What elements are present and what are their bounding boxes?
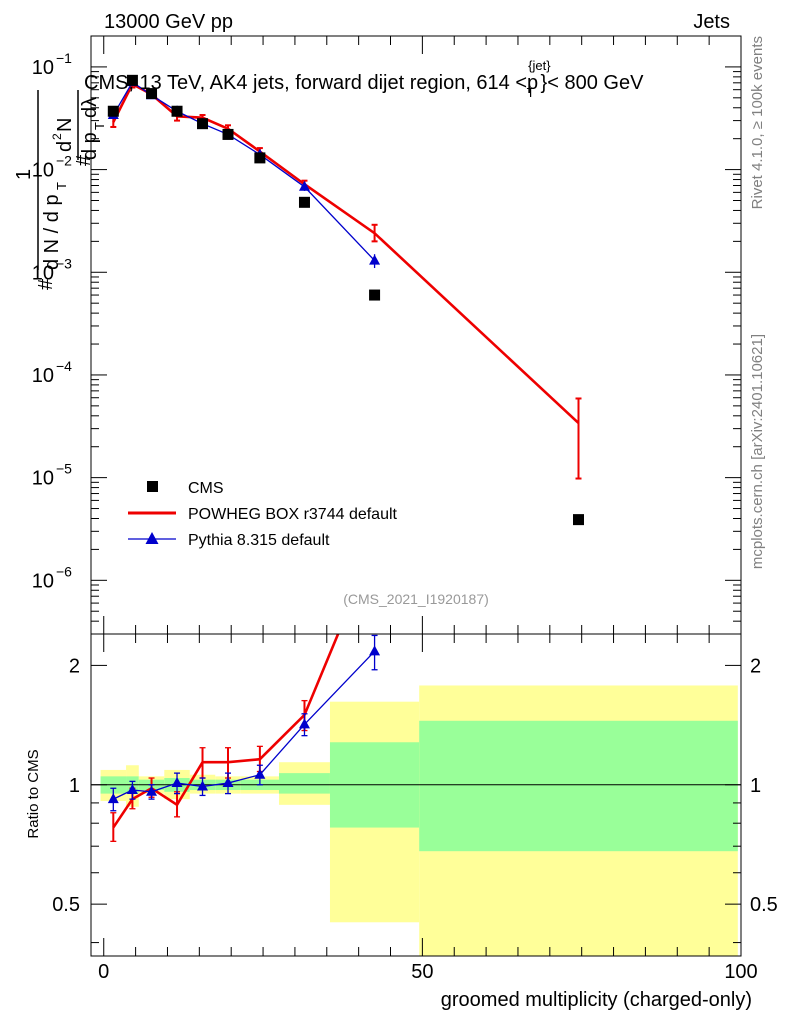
main-y-axis: 10−610−510−410−310−210−1	[32, 35, 741, 635]
ratio-ytick-label-right-2: 2	[750, 655, 761, 677]
pythia-main-point-8	[369, 254, 381, 265]
main-ytick-label-2: 10	[32, 365, 54, 387]
header-left: 13000 GeV pp	[104, 11, 233, 33]
pythia-ratio-point-4	[197, 780, 209, 791]
ylabel-hash1: #	[35, 278, 57, 290]
pythia-ratio-point-7	[298, 718, 310, 729]
ratio-panel: 0.5 0.5 1 1 2 2 0 50 100 Ratio to CMS groomed m…	[25, 36, 778, 1011]
x-axis: 0 50 100	[98, 36, 758, 983]
powheg-main-line	[112, 82, 580, 425]
pythia-main-line	[112, 81, 376, 262]
ylabel-d2n-n: N	[54, 118, 76, 132]
main-ytick-label-4: 10	[32, 160, 54, 182]
plot-title: CMS, 13 TeV, AK4 jets, forward dijet reg…	[84, 58, 644, 100]
cms-point-3	[171, 105, 183, 117]
main-ytick-exp-1: −5	[56, 461, 72, 477]
main-panel: 10−610−510−410−310−210−1 CMS, 13 TeV, AK…	[13, 35, 742, 635]
ylabel-den: d N / d p	[41, 194, 63, 270]
pythia-ratio-point-3	[171, 777, 183, 788]
legend-item-cms: CMS	[147, 480, 224, 497]
pythia-ratio-point-8	[369, 645, 381, 656]
main-plot-area	[107, 74, 584, 526]
ratio-clip-group	[91, 634, 741, 956]
main-ytick-exp-2: −4	[56, 358, 72, 374]
ylabel-dpt: d p	[79, 132, 101, 160]
ratio-ytick-label-left-0: 0.5	[52, 894, 80, 916]
ylabel-num: 1	[13, 169, 35, 180]
main-ytick-label-5: 10	[32, 57, 54, 79]
header-right: Jets	[693, 11, 730, 33]
main-ytick-exp-5: −1	[56, 50, 72, 66]
legend-label-cms: CMS	[188, 480, 224, 497]
ratio-plot-area	[91, 634, 741, 956]
main-y-label: 1 d N / d p T d 2 N d p T dλ # #	[13, 90, 107, 290]
ratio-ytick-label-right-0: 0.5	[750, 894, 778, 916]
ylabel-dlambda: dλ	[79, 97, 101, 118]
ratio-y-axis: 0.5 0.5 1 1 2 2	[52, 655, 778, 944]
legend-marker-cms	[147, 481, 158, 492]
title-sup: {jet}	[528, 58, 551, 73]
pythia-ratio-point-1	[126, 784, 138, 795]
cms-point-4	[197, 118, 209, 130]
x-axis-label: groomed multiplicity (charged-only)	[441, 989, 752, 1011]
cms-point-8	[369, 289, 381, 301]
cms-point-7	[298, 196, 310, 208]
cms-point-1	[126, 74, 138, 86]
xtick-label-0: 0	[98, 961, 109, 983]
cms-point-6	[254, 152, 266, 164]
title-sub: T	[527, 85, 535, 100]
title-tail: }< 800 GeV	[541, 72, 645, 94]
main-ytick-exp-3: −3	[56, 255, 72, 271]
ratio-y-label: Ratio to CMS	[25, 749, 42, 838]
ylabel-dpt-sub: T	[92, 122, 107, 130]
ratio-ytick-label-right-1: 1	[750, 775, 761, 797]
pythia-ratio-point-2	[146, 785, 158, 796]
ratio-ytick-label-left-2: 2	[69, 655, 80, 677]
main-ytick-exp-0: −6	[56, 563, 72, 579]
mcplots-label: mcplots.cern.ch [arXiv:2401.10621]	[749, 334, 766, 569]
main-ytick-label-0: 10	[32, 570, 54, 592]
svg-text:CMS, 13 TeV, AK4 jets, forward: CMS, 13 TeV, AK4 jets, forward dijet reg…	[84, 58, 644, 100]
rivet-label: Rivet 4.1.0, ≥ 100k events	[749, 36, 766, 209]
ratio-frame	[90, 633, 742, 957]
cms-point-5	[222, 128, 234, 140]
cms-point-0	[107, 105, 119, 117]
pythia-main-point-7	[298, 180, 310, 191]
band-stat-9	[419, 720, 738, 852]
legend-marker-pythia	[145, 532, 159, 544]
legend-item-powheg: POWHEG BOX r3744 default	[128, 506, 398, 523]
ylabel-hash2: #	[73, 154, 95, 166]
main-clip-group	[107, 74, 584, 526]
ylabel-den-sub: T	[54, 182, 69, 190]
legend-label-powheg: POWHEG BOX r3744 default	[188, 506, 398, 523]
main-ytick-label-1: 10	[32, 468, 54, 490]
xtick-label-1: 50	[411, 961, 433, 983]
legend-item-pythia: Pythia 8.315 default	[128, 532, 330, 549]
title-text: CMS, 13 TeV, AK4 jets, forward dijet reg…	[84, 72, 538, 94]
pythia-ratio-point-5	[222, 777, 234, 788]
band-stat-7	[278, 773, 330, 794]
powheg-ratio-line	[112, 634, 340, 829]
legend: CMS POWHEG BOX r3744 default Pythia 8.31…	[128, 480, 398, 549]
ylabel-d2n-sup: 2	[50, 133, 64, 140]
cms-point-2	[146, 88, 158, 100]
ylabel-d2n: d	[54, 141, 76, 152]
ratio-ytick-label-left-1: 1	[69, 775, 80, 797]
xtick-label-2: 100	[724, 961, 757, 983]
pythia-ratio-point-6	[254, 768, 266, 779]
pythia-ratio-point-0	[107, 793, 119, 804]
legend-label-pythia: Pythia 8.315 default	[188, 532, 330, 549]
analysis-id: (CMS_2021_I1920187)	[343, 591, 489, 607]
cms-point-9	[573, 514, 584, 526]
main-ytick-exp-4: −2	[56, 153, 72, 169]
